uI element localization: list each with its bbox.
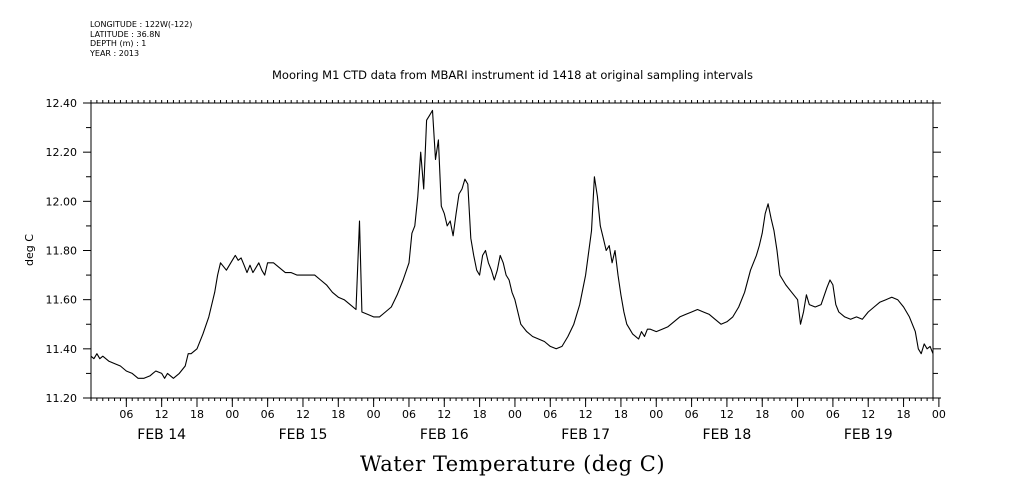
y-tick-label: 12.20 [46, 146, 78, 159]
y-tick-label: 11.20 [46, 392, 78, 405]
chart-title: Mooring M1 CTD data from MBARI instrumen… [272, 68, 753, 82]
y-tick-label: 11.40 [46, 343, 78, 356]
x-tick-label: 18 [755, 408, 769, 421]
x-tick-label: 06 [685, 408, 699, 421]
x-tick-label: 12 [720, 408, 734, 421]
x-tick-label: 00 [367, 408, 381, 421]
x-tick-label: 18 [331, 408, 345, 421]
x-tick-label: 06 [402, 408, 416, 421]
x-tick-label: 00 [649, 408, 663, 421]
day-label: FEB 18 [703, 427, 752, 443]
day-label: FEB 19 [844, 427, 893, 443]
x-tick-label: 12 [437, 408, 451, 421]
x-axis-title: Water Temperature (deg C) [359, 452, 666, 476]
plot-frame [90, 102, 934, 399]
metadata-block: LONGITUDE : 122W(-122) LATITUDE : 36.8N … [90, 20, 192, 58]
year-text: YEAR : 2013 [90, 48, 140, 58]
x-tick-label: 00 [225, 408, 239, 421]
y-tick-label: 11.80 [46, 245, 78, 258]
water-temperature-line [90, 109, 934, 379]
day-label: FEB 15 [279, 427, 328, 443]
y-axis-label: deg C [23, 234, 36, 266]
x-tick-label: 06 [543, 408, 557, 421]
longitude-text: LONGITUDE : 122W(-122) [90, 20, 193, 29]
x-tick-label: 18 [190, 408, 204, 421]
day-label: FEB 17 [561, 427, 610, 443]
y-tick-label: 12.40 [46, 97, 78, 110]
x-tick-label: 12 [861, 408, 875, 421]
x-tick-label: 06 [261, 408, 275, 421]
x-tick-label: 06 [119, 408, 133, 421]
x-tick-label: 00 [791, 408, 805, 421]
x-tick-label: 18 [473, 408, 487, 421]
x-tick-label: 12 [296, 408, 310, 421]
y-tick-label: 12.00 [46, 195, 78, 208]
y-tick-label: 11.60 [46, 294, 78, 307]
x-tick-label: 12 [155, 408, 169, 421]
x-tick-label: 12 [579, 408, 593, 421]
depth-text: DEPTH (m) : 1 [90, 39, 147, 48]
latitude-text: LATITUDE : 36.8N [90, 29, 161, 39]
x-tick-label: 18 [614, 408, 628, 421]
x-tick-label: 06 [826, 408, 840, 421]
day-label: FEB 16 [420, 427, 469, 443]
x-tick-label: 18 [897, 408, 911, 421]
x-tick-label: 00 [508, 408, 522, 421]
x-tick-label: 00 [932, 408, 946, 421]
day-label: FEB 14 [137, 427, 186, 443]
